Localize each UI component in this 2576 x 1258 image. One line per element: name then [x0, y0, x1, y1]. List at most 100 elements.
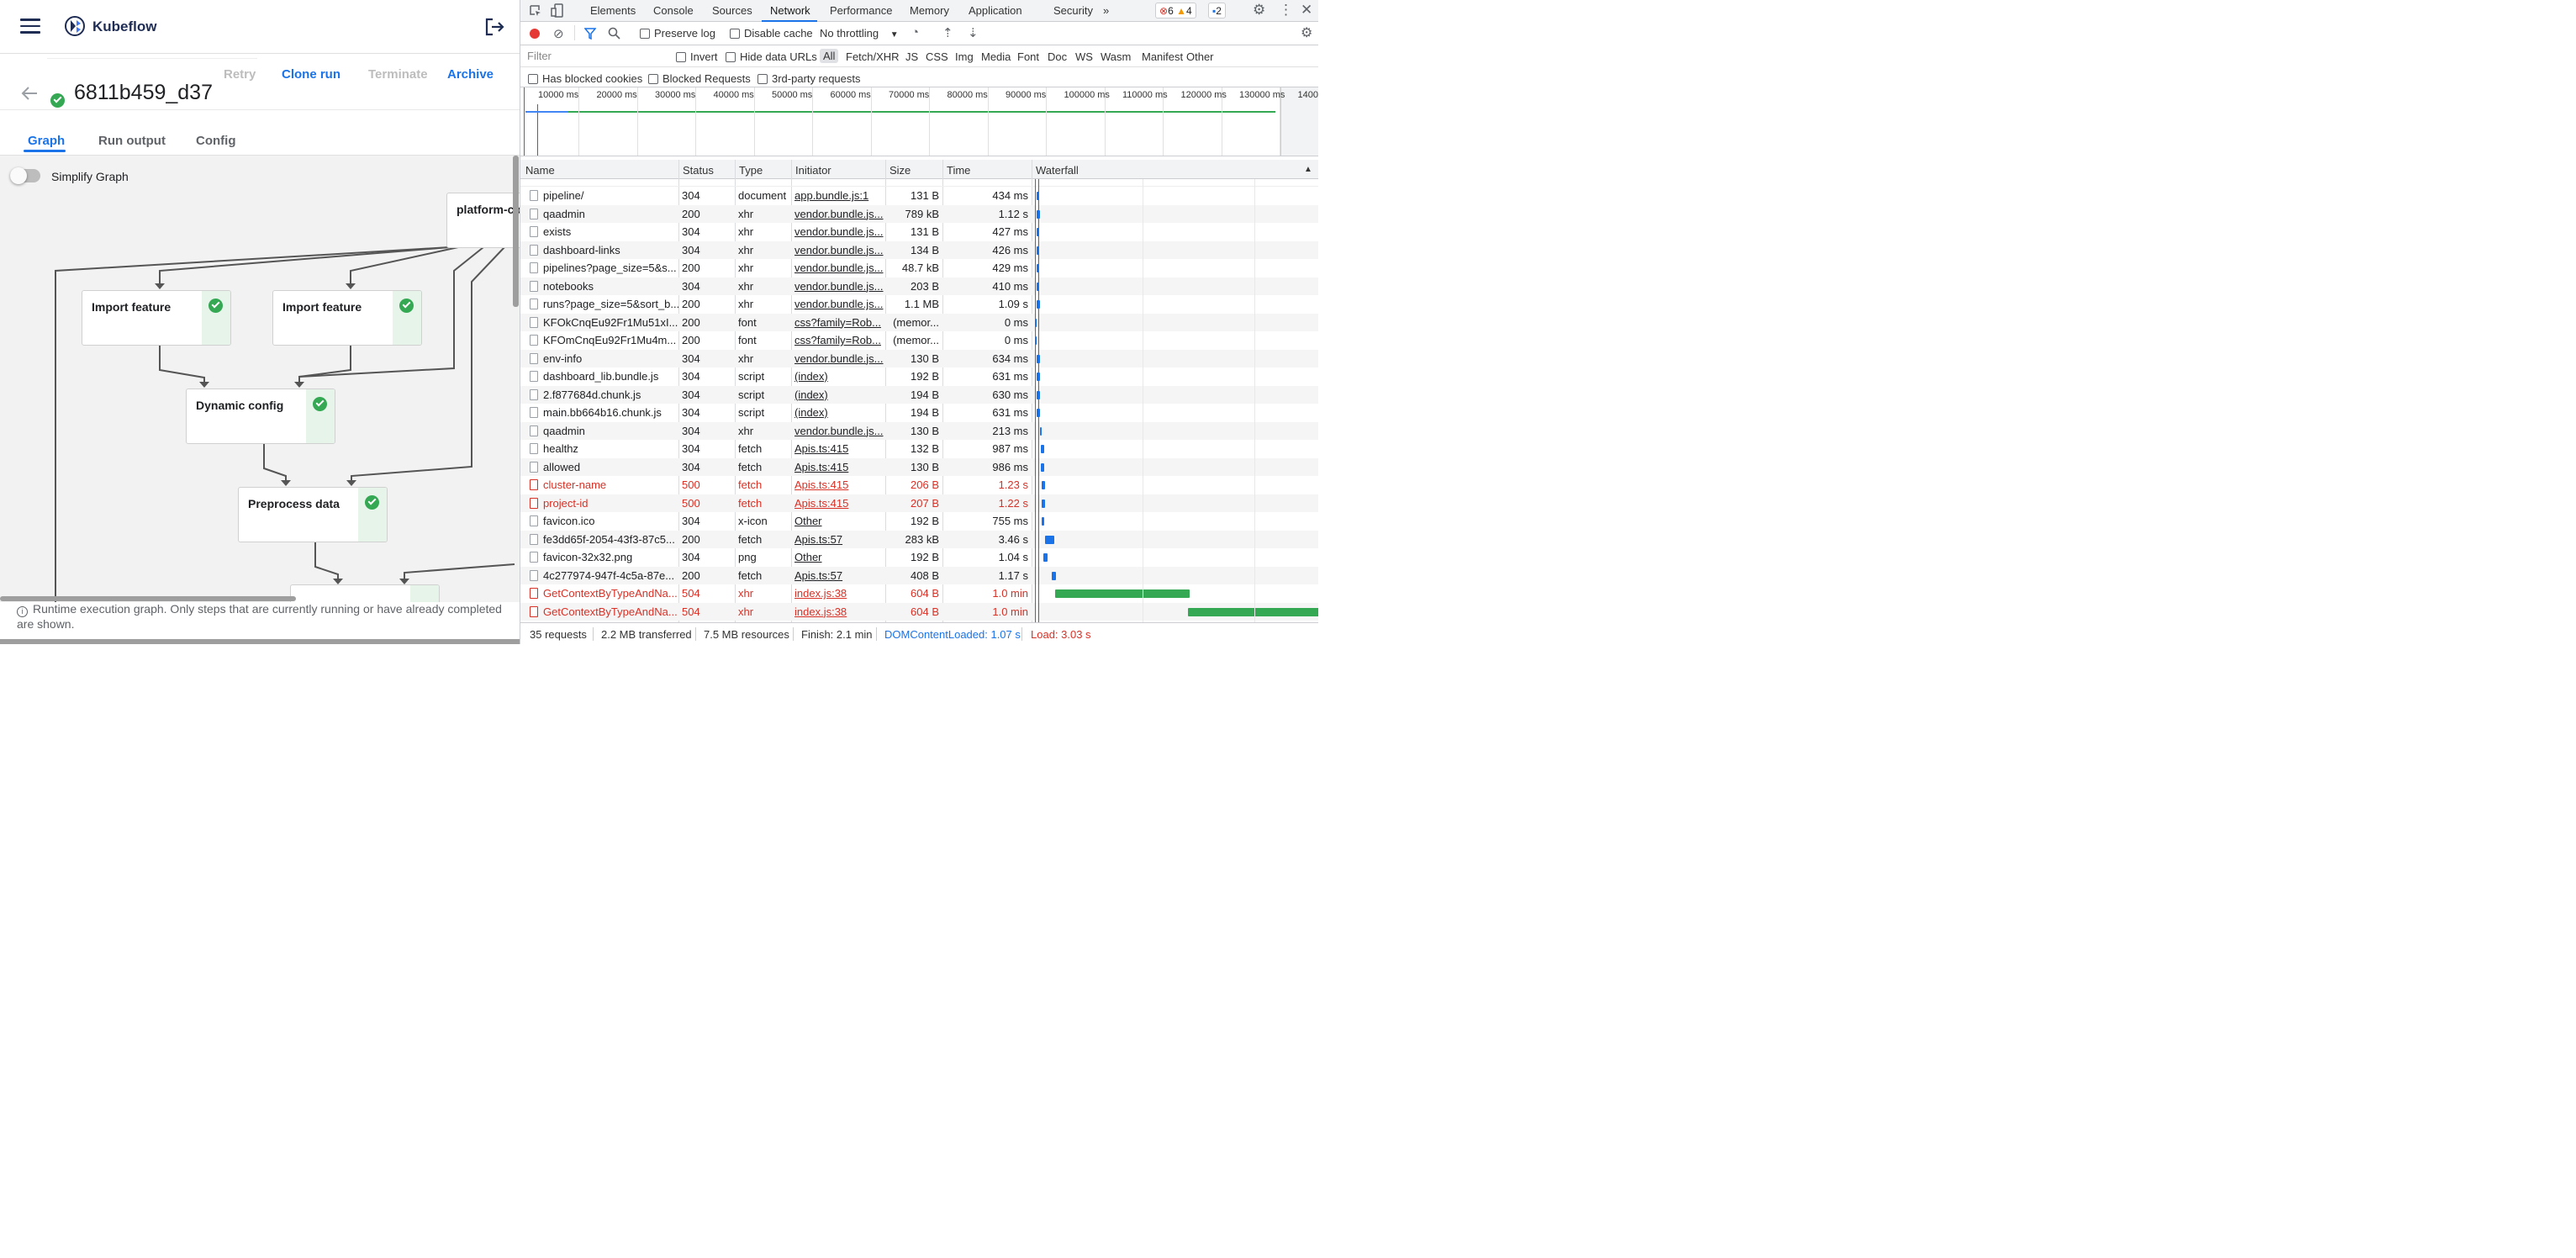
third-party-requests-checkbox[interactable]: 3rd-party requests: [757, 72, 861, 85]
table-row[interactable]: pipeline/304 document app.bundle.js:1 131 B…: [520, 187, 1318, 205]
col-type[interactable]: Type: [739, 164, 763, 177]
sort-up-icon[interactable]: ▲: [1304, 165, 1312, 174]
table-row[interactable]: allowed 304 fetch Apis.ts:415 130 B 986 ms: [520, 457, 1318, 476]
type-filter-img[interactable]: Img: [955, 50, 974, 63]
inspect-element-icon[interactable]: [529, 4, 542, 18]
clear-icon[interactable]: ⊘: [553, 27, 564, 41]
col-status[interactable]: Status: [683, 164, 714, 177]
request-initiator-link[interactable]: Apis.ts:415: [794, 496, 849, 510]
filter-input[interactable]: Filter: [527, 50, 552, 62]
request-initiator-link[interactable]: (index): [794, 370, 828, 383]
request-initiator-link[interactable]: vendor.bundle.js...: [794, 243, 884, 256]
more-options-icon[interactable]: ⋮: [1279, 2, 1293, 18]
col-initiator[interactable]: Initiator: [795, 164, 831, 177]
filter-icon[interactable]: [584, 28, 596, 40]
table-row[interactable]: notebooks 304 xhr vendor.bundle.js... 203 B 4…: [520, 277, 1318, 295]
request-initiator-link[interactable]: (index): [794, 406, 828, 419]
table-row[interactable]: qaadmin 304 xhr vendor.bundle.js... 130 B 213…: [520, 421, 1318, 440]
menu-icon[interactable]: [20, 18, 40, 34]
search-icon[interactable]: [608, 27, 620, 40]
type-filter-wasm[interactable]: Wasm: [1101, 50, 1132, 63]
request-initiator-link[interactable]: vendor.bundle.js...: [794, 262, 884, 274]
clone-run-button[interactable]: Clone run: [282, 67, 340, 82]
type-filter-other[interactable]: Other: [1186, 50, 1214, 63]
has-blocked-cookies-checkbox[interactable]: Has blocked cookies: [528, 72, 642, 85]
table-row[interactable]: 2.f877684d.chunk.js 304 script (index) 194 B…: [520, 385, 1318, 404]
tab-config[interactable]: Config: [196, 134, 236, 148]
terminate-button[interactable]: Terminate: [368, 67, 428, 82]
node-import-feature-2[interactable]: Import feature: [272, 290, 422, 346]
request-initiator-link[interactable]: app.bundle.js:1: [794, 189, 869, 202]
request-initiator-link[interactable]: index.js:38: [794, 587, 847, 600]
type-filter-doc[interactable]: Doc: [1048, 50, 1068, 63]
invert-checkbox[interactable]: Invert: [676, 50, 718, 63]
col-time[interactable]: Time: [947, 164, 971, 177]
table-row[interactable]: favicon.ico 304 x-icon Other 192 B 755 ms: [520, 512, 1318, 531]
table-row[interactable]: env-info 304 xhr vendor.bundle.js... 130 B 63…: [520, 349, 1318, 367]
logout-icon[interactable]: [484, 17, 506, 37]
tab-graph[interactable]: Graph: [28, 134, 66, 148]
request-initiator-link[interactable]: Apis.ts:415: [794, 442, 849, 455]
table-row[interactable]: runs?page_size=5&sort_b... 200 xhr vendor.b…: [520, 295, 1318, 314]
messages-badge[interactable]: ▪2: [1208, 3, 1226, 18]
device-toolbar-icon[interactable]: [551, 3, 564, 18]
tab-performance[interactable]: Performance: [830, 4, 893, 17]
table-row[interactable]: pipelines?page_size=5&s... 200 xhr vendor.b…: [520, 259, 1318, 278]
request-initiator-link[interactable]: vendor.bundle.js...: [794, 352, 884, 365]
back-arrow-icon[interactable]: [20, 85, 39, 102]
type-filter-all[interactable]: All: [820, 49, 839, 63]
request-initiator-link[interactable]: Apis.ts:415: [794, 478, 849, 491]
close-icon[interactable]: ✕: [1301, 2, 1313, 18]
request-initiator-link[interactable]: vendor.bundle.js...: [794, 298, 884, 310]
request-initiator-link[interactable]: Other: [794, 551, 822, 563]
table-row[interactable]: main.bb664b16.chunk.js 304 script (index) 19…: [520, 404, 1318, 422]
settings-gear-icon[interactable]: ⚙: [1253, 2, 1266, 18]
type-filter-font[interactable]: Font: [1017, 50, 1040, 63]
network-overview-timeline[interactable]: 10000 ms 20000 ms 30000 ms 40000 ms 50000 ms…: [520, 87, 1318, 156]
type-filter-media[interactable]: Media: [981, 50, 1011, 63]
blocked-requests-checkbox[interactable]: Blocked Requests: [648, 72, 751, 85]
type-filter-css[interactable]: CSS: [926, 50, 948, 63]
request-initiator-link[interactable]: vendor.bundle.js...: [794, 207, 884, 220]
graph-vertical-scrollbar[interactable]: [513, 156, 519, 307]
table-row[interactable]: project-id 500 fetch Apis.ts:415 207 B 1.22 s: [520, 494, 1318, 512]
simplify-graph-toggle[interactable]: [10, 167, 40, 184]
request-initiator-link[interactable]: Apis.ts:415: [794, 460, 849, 473]
type-filter-js[interactable]: JS: [905, 50, 919, 63]
table-row[interactable]: dashboard-links 304 xhr vendor.bundle.js...…: [520, 240, 1318, 259]
table-row[interactable]: favicon-32x32.png 304 png Other 192 B 1.04 s: [520, 548, 1318, 567]
request-initiator-link[interactable]: css?family=Rob...: [794, 334, 881, 346]
tab-elements[interactable]: Elements: [590, 4, 636, 17]
table-row[interactable]: fe3dd65f-2054-43f3-87c5... 200 fetch Apis.t…: [520, 530, 1318, 548]
export-har-icon[interactable]: ⇣: [968, 26, 979, 40]
network-settings-icon[interactable]: ⚙: [1301, 26, 1313, 40]
graph-horizontal-scrollbar[interactable]: [0, 596, 296, 601]
network-conditions-icon[interactable]: ◔: [911, 25, 920, 40]
tab-application[interactable]: Application: [969, 4, 1022, 17]
request-initiator-link[interactable]: vendor.bundle.js...: [794, 279, 884, 293]
preserve-log-checkbox[interactable]: Preserve log: [640, 27, 715, 40]
tab-sources[interactable]: Sources: [712, 4, 752, 17]
table-row[interactable]: 4c277974-947f-4c5a-87e... 200 fetch Apis.ts…: [520, 566, 1318, 584]
table-row[interactable]: KFOkCnqEu92Fr1Mu51xI... 200 font css?family…: [520, 313, 1318, 331]
request-initiator-link[interactable]: css?family=Rob...: [794, 315, 881, 329]
table-row[interactable]: GetContextByTypeAndNa... 504 xhr index.js:3…: [520, 602, 1318, 621]
table-row[interactable]: KFOmCnqEu92Fr1Mu4m... 200 font css?family=R…: [520, 331, 1318, 350]
node-partial[interactable]: [290, 584, 440, 602]
request-initiator-link[interactable]: vendor.bundle.js...: [794, 225, 884, 238]
runtime-graph[interactable]: Simplify Graph platform-co Import featur…: [0, 155, 520, 602]
type-filter-manifest[interactable]: Manifest: [1142, 50, 1184, 63]
retry-button[interactable]: Retry: [224, 67, 256, 82]
tab-console[interactable]: Console: [653, 4, 694, 17]
request-initiator-link[interactable]: Other: [794, 515, 822, 527]
page-horizontal-scrollbar[interactable]: [0, 639, 520, 644]
disable-cache-checkbox[interactable]: Disable cache: [730, 27, 813, 40]
table-row[interactable]: exists 304 xhr vendor.bundle.js... 131 B 427 …: [520, 223, 1318, 241]
col-name[interactable]: Name: [525, 164, 555, 177]
tab-memory[interactable]: Memory: [910, 4, 949, 17]
throttling-select[interactable]: No throttling ▼: [820, 27, 899, 40]
request-initiator-link[interactable]: Apis.ts:57: [794, 568, 843, 582]
node-platform-config[interactable]: platform-co: [446, 193, 520, 248]
node-import-feature-1[interactable]: Import feature: [82, 290, 231, 346]
tab-run-output[interactable]: Run output: [98, 134, 166, 148]
